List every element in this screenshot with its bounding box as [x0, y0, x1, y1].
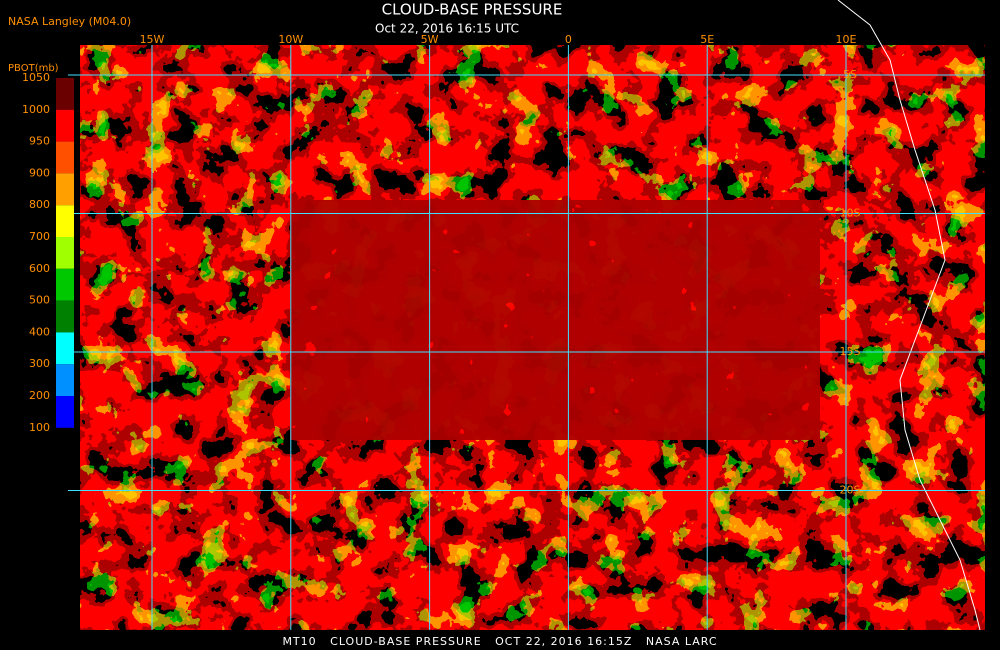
legend-swatch	[56, 173, 74, 206]
legend-tick-label: 300	[29, 357, 50, 370]
legend-tick-label: 600	[29, 262, 50, 275]
legend-tick-label: 1000	[22, 103, 50, 116]
legend: 1050 1000 950 900 800 700 600 500 400 300 200 100	[22, 71, 74, 434]
footer: MT10 CLOUD-BASE PRESSURE OCT 22, 2016 16…	[282, 635, 717, 648]
title: CLOUD-BASE PRESSURE	[382, 1, 563, 19]
legend-tick-label: 800	[29, 198, 50, 211]
stratus-deck	[290, 200, 820, 440]
legend-tick-label: 400	[29, 325, 50, 338]
longitude-label: 5W	[421, 33, 439, 46]
longitude-label: 0	[565, 33, 572, 46]
legend-tick-label: 1050	[22, 71, 50, 84]
source-label: NASA Langley (M04.0)	[8, 15, 131, 28]
legend-swatch	[56, 109, 74, 142]
legend-swatch	[56, 205, 74, 237]
legend-title: PBOT(mb)	[8, 63, 59, 74]
legend-tick-label: 900	[29, 166, 50, 179]
legend-tick-label: 500	[29, 294, 50, 307]
legend-swatch	[56, 300, 74, 333]
subtitle: Oct 22, 2016 16:15 UTC	[375, 22, 519, 36]
longitude-label: 10W	[278, 33, 303, 46]
legend-swatch	[56, 268, 74, 301]
latitude-label: 15S	[840, 345, 861, 358]
footer-bar	[0, 630, 1000, 650]
legend-tick-label: 700	[29, 230, 50, 243]
longitude-label: 15W	[140, 33, 165, 46]
latitude-label: 10S	[840, 207, 861, 220]
legend-tick-label: 950	[29, 135, 50, 148]
legend-tick-label: 100	[29, 421, 50, 434]
legend-swatch	[56, 332, 74, 365]
coastline	[837, 0, 981, 631]
legend-swatch	[56, 78, 74, 110]
legend-swatch	[56, 237, 74, 269]
longitude-label: 5E	[700, 33, 714, 46]
latitude-label: 20S	[840, 484, 861, 497]
legend-tick-label: 200	[29, 389, 50, 402]
graticule: 15W 10W 5W 0 5E 10E 5S 10S 15S 20S	[68, 33, 985, 630]
legend-swatch	[56, 141, 74, 174]
legend-swatch	[56, 364, 74, 396]
longitude-label: 10E	[836, 33, 857, 46]
latitude-label: 5S	[843, 68, 857, 81]
legend-swatch	[56, 396, 74, 428]
